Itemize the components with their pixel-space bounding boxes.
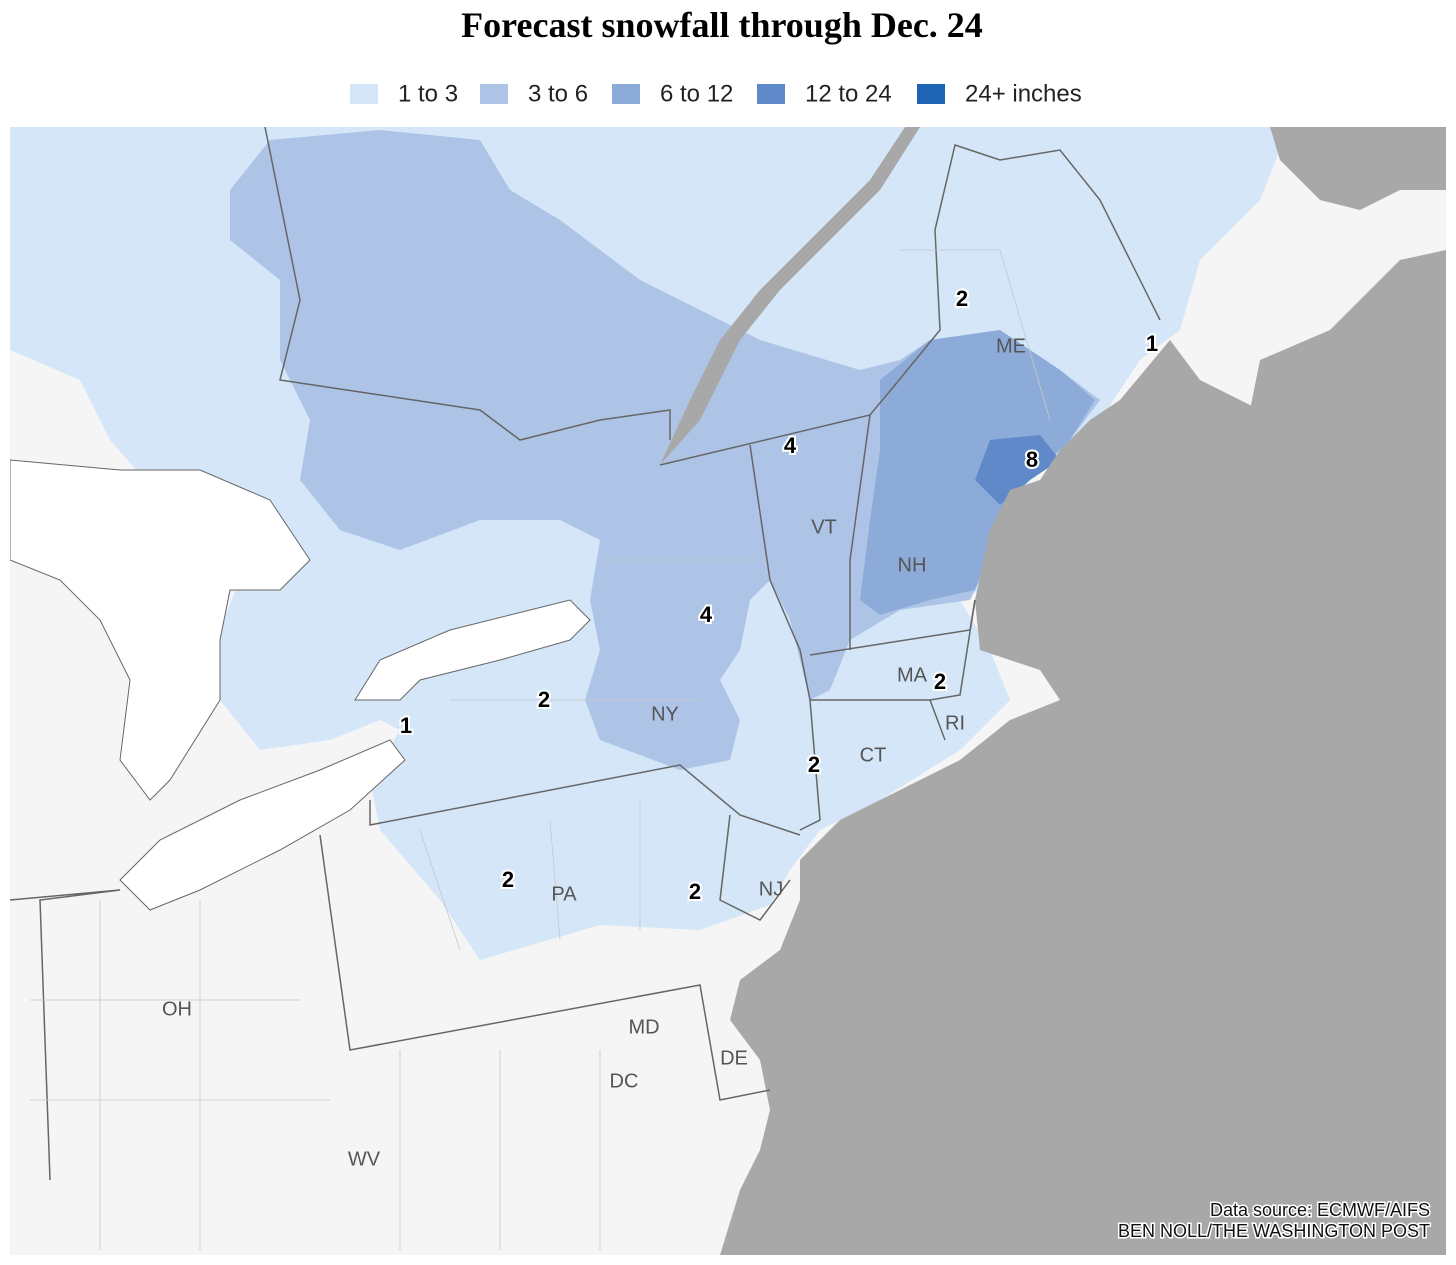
state-label: RI (945, 712, 965, 734)
lake-erie (119, 739, 406, 911)
legend-label: 1 to 3 (398, 80, 458, 107)
legend-label: 24+ inches (965, 80, 1082, 107)
snow-zone (975, 435, 1060, 505)
state-label: PA (551, 883, 577, 905)
snowfall-label: 1 (1146, 331, 1158, 356)
legend-swatch (480, 84, 508, 104)
legend-swatch (612, 84, 640, 104)
snowfall-label: 2 (934, 669, 946, 694)
state-label: ME (996, 335, 1026, 357)
state-label: MD (628, 1016, 659, 1038)
snowfall-label: 2 (689, 879, 701, 904)
credit: BEN NOLL/THE WASHINGTON POST (1118, 1221, 1430, 1241)
border (799, 699, 821, 831)
state-label: MA (897, 664, 928, 686)
border (369, 764, 801, 836)
legend-swatch (350, 84, 378, 104)
state-label: DC (610, 1070, 639, 1092)
county-lines (30, 249, 1051, 1250)
ocean (1270, 127, 1446, 210)
legend-swatch (757, 84, 785, 104)
state-label: NH (898, 554, 927, 576)
state-label: CT (860, 744, 887, 766)
state-label: WV (348, 1148, 381, 1170)
legend-label: 6 to 12 (660, 80, 733, 107)
legend-swatch (917, 84, 945, 104)
border (264, 127, 671, 441)
border (929, 699, 946, 741)
state-label: NY (651, 703, 679, 725)
snowfall-label: 2 (808, 752, 820, 777)
state-label: NJ (759, 878, 783, 900)
legend-label: 12 to 24 (805, 80, 892, 107)
snowfall-label: 4 (784, 433, 797, 458)
border (319, 834, 771, 1101)
snow-zone (860, 330, 1095, 615)
lake-ontario (354, 599, 591, 701)
border (719, 814, 791, 921)
state-label: DE (720, 1047, 748, 1069)
snowfall-label: 2 (956, 286, 968, 311)
snowfall-label: 4 (700, 602, 713, 627)
snowfall-label: 1 (400, 713, 412, 738)
state-labels: ME VT NH MA NY CT RI PA NJ OH MD DE DC WV (162, 335, 1026, 1170)
legend-label: 3 to 6 (528, 80, 588, 107)
snowfall-label: 2 (502, 867, 514, 892)
legend: 1 to 3 3 to 6 6 to 12 12 to 24 24+ inches (350, 80, 1082, 107)
border (10, 889, 121, 1181)
st-lawrence (660, 127, 920, 465)
lake-huron (10, 459, 311, 801)
border (849, 414, 871, 650)
state-label: VT (811, 516, 837, 538)
ocean (720, 250, 1446, 1255)
map-title: Forecast snowfall through Dec. 24 (461, 5, 983, 45)
source: Data source: ECMWF/AIFS (1210, 1200, 1430, 1220)
border (659, 144, 1161, 466)
snowfall-labels: 2 1 4 8 4 2 1 2 2 2 2 (398, 284, 1160, 906)
border (809, 599, 976, 656)
snowfall-label: 2 (538, 687, 550, 712)
snowfall-label: 8 (1026, 447, 1038, 472)
map (10, 127, 1446, 1255)
state-label: OH (162, 998, 192, 1020)
